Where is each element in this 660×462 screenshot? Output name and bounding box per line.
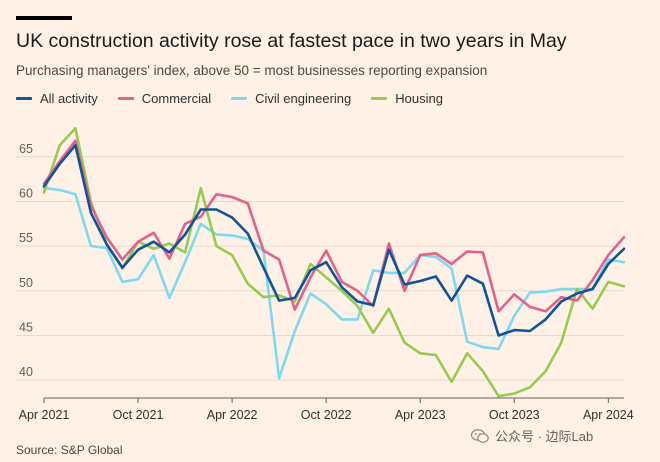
y-tick-label: 50	[19, 276, 33, 290]
legend-item-all-activity: All activity	[16, 91, 98, 106]
y-tick-label: 55	[19, 231, 33, 245]
y-tick-label: 65	[19, 142, 33, 156]
watermark-text: 公众号 · 边际Lab	[495, 429, 594, 444]
x-tick-label: Oct 2023	[489, 408, 540, 422]
legend-swatch-housing	[371, 97, 388, 100]
axis-layer: 40 45 50 55 60 65 Apr 2021 Oct 2021 Apr 2022 Oct …	[19, 142, 634, 422]
y-tick-label: 60	[19, 186, 33, 200]
series-line-housing	[42, 126, 626, 398]
legend-swatch-commercial	[117, 97, 134, 100]
series-line-civil-engineering	[42, 186, 626, 380]
y-tick-label: 45	[19, 320, 33, 334]
grid-layer	[16, 156, 624, 381]
legend-label-civil-engineering: Civil engineering	[255, 91, 352, 106]
legend-item-commercial: Commercial	[117, 91, 212, 106]
x-tick-label: Oct 2021	[113, 408, 164, 422]
series-line-commercial	[42, 139, 626, 313]
y-tick-label: 40	[19, 365, 33, 379]
x-tick-label: Apr 2022	[207, 408, 258, 422]
legend-item-civil-engineering: Civil engineering	[231, 91, 351, 106]
legend-swatch-all-activity	[16, 97, 32, 100]
x-tick-label: Apr 2021	[19, 408, 70, 422]
legend-swatch-civil-engineering	[231, 97, 248, 100]
series-line-all-activity	[42, 143, 626, 337]
legend-item-housing: Housing	[371, 91, 443, 106]
chart-subtitle: Purchasing managers' index, above 50 = m…	[16, 63, 488, 78]
source-note: Source: S&P Global	[16, 443, 123, 457]
x-tick-label: Oct 2022	[301, 408, 352, 422]
legend-label-all-activity: All activity	[40, 91, 98, 106]
legend-label-housing: Housing	[395, 91, 443, 106]
x-tick-label: Apr 2023	[395, 408, 446, 422]
wechat-icon	[471, 428, 489, 443]
header-rule	[16, 16, 72, 20]
x-tick-label: Apr 2024	[583, 408, 634, 422]
series-layer	[42, 126, 626, 398]
watermark: 公众号 · 边际Lab	[471, 426, 593, 445]
chart-title: UK construction activity rose at fastest…	[16, 30, 567, 52]
chart-legend: All activity Commercial Civil engineerin…	[16, 91, 463, 106]
legend-label-commercial: Commercial	[141, 91, 212, 106]
